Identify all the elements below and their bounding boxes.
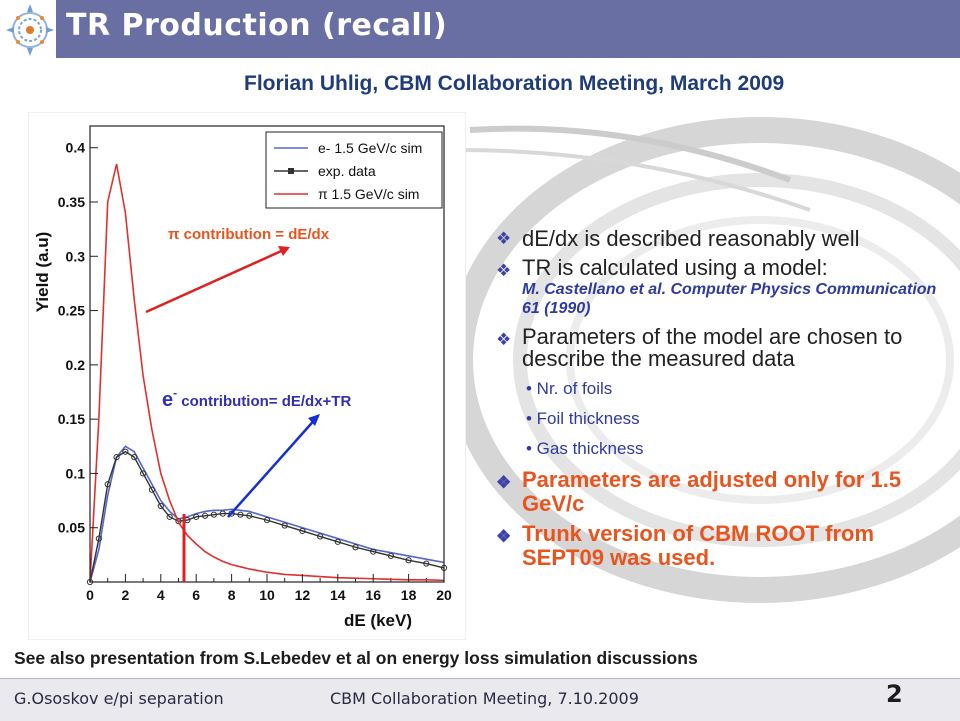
x-tick-label: 4 [157,587,165,603]
legend-label: π 1.5 GeV/c sim [318,186,419,202]
data-point [140,470,147,477]
diamond-bullet-icon: ❖ [496,229,512,248]
bullet-text: dE/dx is described reasonably well [522,226,860,251]
y-tick-label: 0.4 [66,140,86,156]
series-line [89,445,445,583]
diamond-bullet-icon: ❖ [496,330,512,349]
y-tick-label: 0.35 [58,194,85,210]
data-point [148,486,156,493]
data-point [237,511,244,518]
title-bar: TR Production (recall) [56,0,960,58]
legend-label: exp. data [318,163,376,179]
bullet-text: Parameters of the model are chosen to de… [522,324,903,371]
slide-title: TR Production (recall) [66,8,448,43]
x-tick-label: 20 [436,587,452,603]
data-point [228,510,235,517]
pi-annotation-arrow [145,246,289,314]
slide-subtitle: Florian Uhlig, CBM Collaboration Meeting… [244,72,785,95]
data-point [104,481,111,488]
x-tick-label: 18 [401,587,417,603]
data-point [405,557,412,564]
bullet-item-highlight: ❖ Parameters are adjusted only for 1.5 G… [496,468,956,516]
x-tick-label: 14 [330,587,346,603]
y-tick-label: 0.15 [58,411,85,427]
bullet-item: ❖ Parameters of the model are chosen to … [496,326,956,370]
bullet-list: ❖ dE/dx is described reasonably well ❖ TR … [496,226,956,570]
bullet-text: TR is calculated using a model: [522,255,828,280]
e-arrow-head [308,414,320,426]
bullet-item-highlight: ❖ Trunk version of CBM ROOT from SEPT09 w… [496,522,956,570]
sub-bullet-foils: • Nr. of foils [526,379,613,398]
x-tick-label: 6 [192,587,200,603]
x-tick-label: 10 [259,587,275,603]
data-point [317,533,324,540]
y-tick-label: 0.25 [58,303,85,319]
x-tick-label: 12 [295,587,311,603]
bullet-text: Trunk version of CBM ROOT from SEPT09 wa… [522,521,875,570]
x-tick-label: 0 [86,587,94,603]
legend-marker [288,168,294,174]
data-point [352,544,359,551]
cbm-logo-icon [6,4,54,56]
chart-xlabel: dE (keV) [344,611,412,630]
legend-box [265,131,443,209]
y-tick-label: 0.05 [58,520,85,536]
sub-bullet-foil-thickness: • Foil thickness [526,409,640,428]
e-annotation-arrow [227,415,319,518]
data-point [193,513,200,520]
data-point [95,535,102,542]
data-point [281,522,288,529]
see-also-note: See also presentation from S.Lebedev et … [14,648,698,668]
data-point [334,538,341,545]
data-point [166,513,173,520]
citation-text: M. Castellano et al. Computer Physics Co… [522,281,937,317]
y-tick-label: 0.3 [66,248,86,264]
data-point [157,502,164,510]
footer-author: G.Ososkov e/pi separation [14,689,224,708]
x-tick-label: 8 [228,587,236,603]
pi-contribution-annotation: π contribution = dE/dx [168,226,330,243]
data-point [175,518,182,525]
diamond-bullet-icon: ❖ [496,473,512,492]
data-point [219,510,226,517]
page-number: 2 [886,680,903,708]
data-point [387,552,394,560]
bullet-text: Parameters are adjusted only for 1.5 GeV… [522,467,902,516]
data-point [131,454,138,461]
footer-meeting: CBM Collaboration Meeting, 7.10.2009 [330,689,639,708]
data-point [210,511,217,518]
e-contribution-annotation: e- contribution= dE/dx+TR [162,386,351,411]
sub-bullet-gas-thickness: • Gas thickness [526,439,644,458]
data-point [201,512,209,519]
data-point [423,560,430,567]
y-tick-label: 0.1 [66,465,86,481]
chart-legend: e- 1.5 GeV/c sim exp. data π 1.5 GeV/c sim [265,131,443,209]
x-tick-label: 16 [365,587,381,603]
footer-bar: G.Ososkov e/pi separation CBM Collaborat… [0,678,960,721]
legend-label: e- 1.5 GeV/c sim [318,140,422,156]
y-tick-label: 0.2 [66,357,86,373]
x-tick-label: 2 [122,587,130,603]
yield-chart: 0.05 0.1 0.15 0.2 0.25 0.3 0.35 0.4 0 2 4 6 8 10 12 14 1… [28,112,466,640]
data-point [122,448,129,455]
diamond-bullet-icon: ❖ [496,261,512,280]
bullet-item: ❖ TR is calculated using a model: M. Cast… [496,256,956,318]
diamond-bullet-icon: ❖ [496,527,512,546]
chart-ylabel: Yield (a.u) [33,232,52,313]
data-point [113,454,120,461]
pi-arrow-head [278,246,290,256]
data-point [370,548,377,555]
data-point [263,517,271,524]
series-line [89,163,445,583]
bullet-item: ❖ dE/dx is described reasonably well [496,226,956,252]
data-point [246,512,253,519]
data-point [299,527,306,535]
